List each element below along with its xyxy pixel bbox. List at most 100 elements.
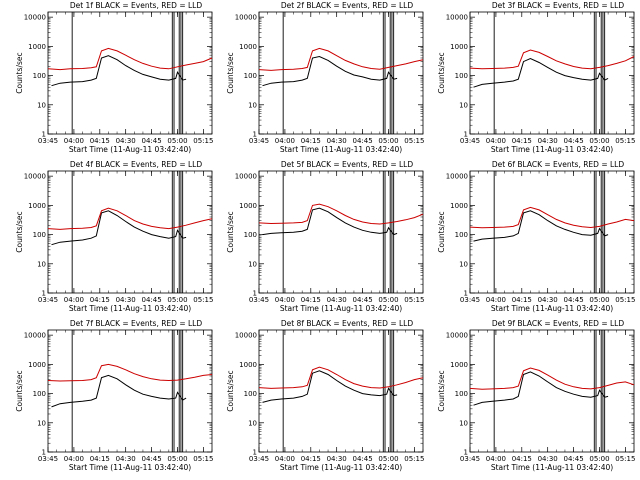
chart-title: Det 9f BLACK = Events, RED = LLD bbox=[492, 319, 625, 328]
y-tick-label: 10 bbox=[459, 101, 468, 109]
series-line-lld bbox=[469, 367, 635, 390]
y-tick-label: 1 bbox=[42, 449, 46, 457]
plot-frame bbox=[47, 329, 213, 453]
series-line-events bbox=[51, 374, 187, 408]
chart-panel: Det 7f BLACK = Events, RED = LLD 1 10 100 10… bbox=[15, 319, 213, 472]
y-tick-label: 100 bbox=[244, 72, 257, 80]
x-tick-label: 05:00 bbox=[589, 137, 609, 145]
x-tick-label: 03:45 bbox=[38, 455, 58, 463]
y-tick-label: 10 bbox=[37, 101, 46, 109]
x-tick-label: 04:00 bbox=[64, 296, 84, 304]
y-tick-label: 1000 bbox=[239, 43, 257, 51]
y-axis-label: Counts/sec bbox=[15, 370, 24, 411]
y-tick-label: 10000 bbox=[446, 332, 468, 340]
y-tick-label: 1000 bbox=[28, 43, 46, 51]
chart-title: Det 6f BLACK = Events, RED = LLD bbox=[492, 160, 625, 169]
plot-frame bbox=[469, 11, 635, 135]
x-tick-label: 04:45 bbox=[141, 137, 161, 145]
chart-title: Det 4f BLACK = Events, RED = LLD bbox=[70, 160, 203, 169]
series-line-events bbox=[262, 55, 398, 87]
x-tick-label: 04:30 bbox=[538, 296, 558, 304]
x-axis-label: Start Time (11-Aug-11 03:42:40) bbox=[280, 463, 402, 472]
x-axis-label: Start Time (11-Aug-11 03:42:40) bbox=[491, 145, 613, 154]
x-tick-label: 04:30 bbox=[327, 455, 347, 463]
y-tick-label: 1000 bbox=[239, 361, 257, 369]
x-tick-label: 05:15 bbox=[615, 455, 635, 463]
y-axis-label: Counts/sec bbox=[15, 211, 24, 252]
x-tick-label: 04:00 bbox=[486, 296, 506, 304]
y-tick-label: 1 bbox=[464, 131, 468, 139]
chart-title: Det 2f BLACK = Events, RED = LLD bbox=[281, 1, 414, 10]
series-line-events bbox=[262, 370, 398, 403]
y-tick-label: 1 bbox=[42, 131, 46, 139]
x-tick-label: 04:45 bbox=[352, 455, 372, 463]
y-tick-label: 10000 bbox=[235, 173, 257, 181]
y-axis-label: Counts/sec bbox=[226, 211, 235, 252]
y-tick-label: 1 bbox=[253, 449, 257, 457]
x-tick-label: 04:30 bbox=[116, 296, 136, 304]
x-tick-label: 04:00 bbox=[275, 455, 295, 463]
x-axis-label: Start Time (11-Aug-11 03:42:40) bbox=[280, 304, 402, 313]
x-tick-label: 04:00 bbox=[275, 296, 295, 304]
x-tick-label: 04:15 bbox=[512, 137, 532, 145]
x-tick-label: 04:00 bbox=[486, 455, 506, 463]
y-tick-label: 10000 bbox=[235, 332, 257, 340]
x-tick-label: 04:30 bbox=[327, 296, 347, 304]
y-axis-label: Counts/sec bbox=[437, 370, 446, 411]
x-tick-label: 04:45 bbox=[563, 455, 583, 463]
plot-frame bbox=[258, 11, 424, 135]
x-tick-label: 04:30 bbox=[327, 137, 347, 145]
x-tick-label: 04:45 bbox=[352, 137, 372, 145]
x-axis-label: Start Time (11-Aug-11 03:42:40) bbox=[280, 145, 402, 154]
series-line-events bbox=[262, 207, 398, 236]
chart-title: Det 1f BLACK = Events, RED = LLD bbox=[70, 1, 203, 10]
y-tick-label: 1 bbox=[464, 290, 468, 298]
x-tick-label: 05:15 bbox=[615, 296, 635, 304]
series-line-lld bbox=[47, 363, 213, 382]
x-tick-label: 03:45 bbox=[249, 455, 269, 463]
plot-frame bbox=[47, 11, 213, 135]
y-tick-label: 10 bbox=[37, 260, 46, 268]
y-tick-label: 100 bbox=[33, 390, 46, 398]
x-tick-label: 04:00 bbox=[64, 137, 84, 145]
chart-title: Det 5f BLACK = Events, RED = LLD bbox=[281, 160, 414, 169]
x-tick-label: 05:00 bbox=[589, 296, 609, 304]
x-axis-label: Start Time (11-Aug-11 03:42:40) bbox=[491, 304, 613, 313]
x-tick-label: 04:15 bbox=[512, 296, 532, 304]
y-tick-label: 10000 bbox=[446, 173, 468, 181]
y-tick-label: 100 bbox=[244, 390, 257, 398]
series-line-lld bbox=[469, 206, 635, 229]
x-tick-label: 04:45 bbox=[141, 455, 161, 463]
x-tick-label: 04:30 bbox=[116, 455, 136, 463]
x-tick-label: 04:15 bbox=[301, 455, 321, 463]
x-tick-label: 05:15 bbox=[404, 455, 424, 463]
chart-panel: Det 9f BLACK = Events, RED = LLD 1 10 100 10… bbox=[437, 319, 635, 472]
x-tick-label: 05:15 bbox=[404, 137, 424, 145]
plot-frame bbox=[258, 170, 424, 294]
plot-frame bbox=[469, 329, 635, 453]
series-line-lld bbox=[258, 366, 424, 389]
y-tick-label: 10 bbox=[248, 101, 257, 109]
y-tick-label: 10000 bbox=[446, 14, 468, 22]
y-tick-label: 1000 bbox=[28, 202, 46, 210]
plot-frame bbox=[469, 170, 635, 294]
x-tick-label: 05:00 bbox=[167, 137, 187, 145]
x-tick-label: 04:45 bbox=[563, 296, 583, 304]
y-tick-label: 1000 bbox=[28, 361, 46, 369]
chart-panel: Det 3f BLACK = Events, RED = LLD 1 10 100 10… bbox=[437, 1, 635, 154]
y-tick-label: 10 bbox=[37, 419, 46, 427]
y-tick-label: 10000 bbox=[24, 173, 46, 181]
x-tick-label: 05:15 bbox=[615, 137, 635, 145]
x-tick-label: 05:15 bbox=[193, 455, 213, 463]
x-tick-label: 05:00 bbox=[378, 455, 398, 463]
chart-panel: Det 6f BLACK = Events, RED = LLD 1 10 100 10… bbox=[437, 160, 635, 313]
y-tick-label: 100 bbox=[33, 231, 46, 239]
y-axis-label: Counts/sec bbox=[226, 52, 235, 93]
chart-panel: Det 8f BLACK = Events, RED = LLD 1 10 100 10… bbox=[226, 319, 424, 472]
y-tick-label: 1000 bbox=[450, 361, 468, 369]
x-tick-label: 05:15 bbox=[193, 137, 213, 145]
x-axis-label: Start Time (11-Aug-11 03:42:40) bbox=[491, 463, 613, 472]
x-tick-label: 05:00 bbox=[167, 296, 187, 304]
series-line-lld bbox=[258, 47, 424, 71]
chart-title: Det 8f BLACK = Events, RED = LLD bbox=[281, 319, 414, 328]
